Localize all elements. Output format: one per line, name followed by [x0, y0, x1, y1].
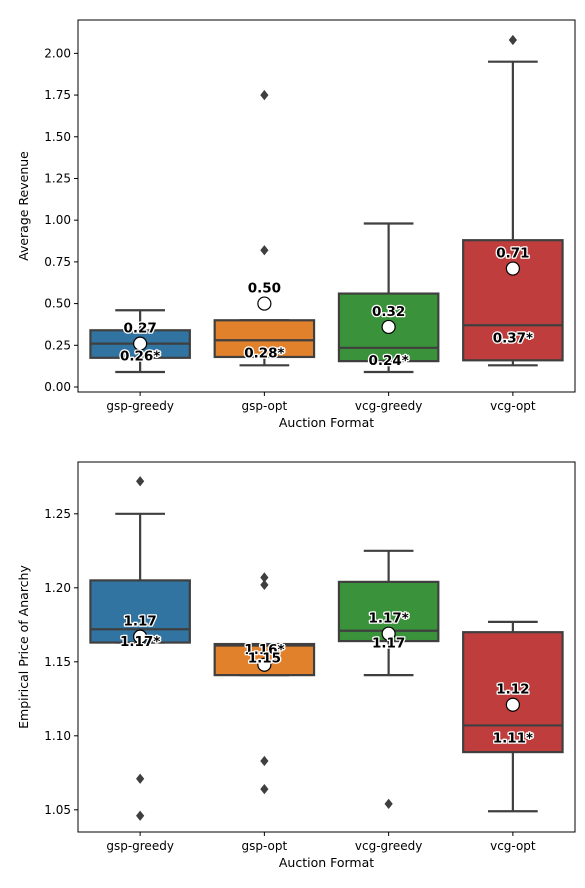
outlier-point: [508, 34, 517, 46]
y-axis: 1.05 1.10 1.15 1.20 1.25: [44, 507, 78, 817]
box-gsp-opt: [213, 89, 316, 367]
median-value-label: 0.24*: [368, 353, 408, 369]
x-tick-label: gsp-greedy: [106, 399, 174, 413]
y-tick-label: 0.25: [44, 338, 71, 352]
y-tick-label: 0.75: [44, 255, 71, 269]
outlier-point: [136, 476, 145, 487]
plot-area-frame: [77, 461, 576, 833]
outlier-point: [136, 773, 145, 784]
x-axis-label: Auction Format: [279, 415, 374, 430]
mean-value-label: 0.32: [372, 304, 405, 320]
box-gsp-opt: [213, 572, 316, 795]
x-tick-label: vcg-greedy: [355, 839, 422, 853]
y-tick-label: 1.20: [44, 581, 71, 595]
x-axis: gsp-greedy gsp-opt vcg-greedy vcg-opt: [106, 392, 536, 413]
y-tick-label: 1.00: [44, 213, 71, 227]
mean-marker: [133, 629, 148, 644]
x-axis: gsp-greedy gsp-opt vcg-greedy vcg-opt: [106, 832, 536, 853]
median-value-label: 1.17: [372, 636, 405, 652]
x-axis-label: Auction Format: [279, 855, 374, 870]
iqr-box: [213, 319, 316, 359]
box-vcg-greedy: [337, 222, 440, 374]
mean-marker: [505, 697, 520, 712]
y-tick-label: 1.75: [44, 88, 71, 102]
y-tick-label: 1.50: [44, 130, 71, 144]
y-tick-label: 1.15: [44, 655, 71, 669]
outlier-point: [260, 579, 269, 590]
x-tick-label: gsp-opt: [242, 399, 288, 413]
outlier-point: [260, 783, 269, 795]
outlier-point: [260, 755, 269, 767]
y-axis: 0.00 0.25 0.50 0.75 1.00 1.25 1.50 1.75 2.00: [44, 46, 78, 394]
annotations: 1.17 1.17* 1.16*1.15 1.17* 1.17 1.12 1.11*: [119, 609, 535, 747]
mean-value-label: 1.12: [496, 682, 529, 698]
outlier-point: [136, 810, 145, 821]
outlier-point: [260, 572, 269, 583]
y-tick-label: 1.10: [44, 729, 71, 743]
median-value-label: 1.15: [248, 651, 281, 667]
mean-value-label: 1.17: [123, 614, 156, 630]
mean-value-label: 1.16*: [244, 642, 284, 658]
mean-marker: [257, 657, 272, 672]
box-vcg-greedy: [337, 549, 440, 810]
box-gsp-greedy: [89, 476, 191, 821]
price-of-anarchy-boxplot-panel: 1.05 1.10 1.15 1.20 1.25 gsp-greedy gsp-opt vc…: [16, 461, 576, 870]
annotations: 0.27 0.26* 0.50 0.28* 0.32 0.24* 0.71 0.37*: [119, 244, 535, 370]
mean-value-label: 0.50: [248, 281, 281, 297]
box-gsp-greedy: [89, 309, 191, 374]
y-tick-label: 1.25: [44, 507, 71, 521]
outlier-point: [260, 89, 269, 101]
mean-marker: [381, 626, 396, 641]
median-value-label: 0.26*: [120, 349, 160, 365]
y-tick-label: 0.00: [44, 380, 71, 394]
y-axis-label: Average Revenue: [16, 151, 31, 261]
outlier-point: [384, 798, 393, 810]
x-tick-label: vcg-opt: [490, 839, 536, 853]
box-series: [89, 34, 564, 374]
x-tick-label: vcg-opt: [490, 399, 536, 413]
y-axis-label: Empirical Price of Anarchy: [16, 565, 31, 729]
y-tick-label: 2.00: [44, 46, 71, 60]
mean-marker: [133, 336, 148, 351]
plot-area-frame: [77, 19, 576, 393]
mean-value-label: 1.17*: [368, 611, 408, 627]
y-tick-label: 0.50: [44, 297, 71, 311]
y-tick-label: 1.05: [44, 803, 71, 817]
iqr-box: [462, 239, 564, 362]
revenue-boxplot-panel: 0.00 0.25 0.50 0.75 1.00 1.25 1.50 1.75 2.00 gsp…: [16, 19, 576, 430]
box-series: [89, 476, 564, 821]
mean-marker: [257, 296, 272, 311]
box-vcg-opt: [462, 34, 564, 367]
median-value-label: 0.37*: [493, 330, 533, 346]
median-value-label: 1.17*: [120, 634, 160, 650]
y-tick-label: 1.25: [44, 171, 71, 185]
x-tick-label: gsp-greedy: [106, 839, 174, 853]
mean-marker: [505, 261, 520, 276]
outlier-point: [260, 245, 269, 256]
x-tick-label: vcg-greedy: [355, 399, 422, 413]
mean-value-label: 0.27: [123, 321, 156, 337]
median-value-label: 1.11*: [493, 730, 533, 746]
iqr-box: [462, 631, 564, 754]
mean-marker: [381, 319, 396, 335]
x-tick-label: gsp-opt: [242, 839, 288, 853]
median-value-label: 0.28*: [244, 345, 284, 361]
mean-value-label: 0.71: [496, 246, 529, 262]
box-vcg-opt: [462, 620, 564, 813]
